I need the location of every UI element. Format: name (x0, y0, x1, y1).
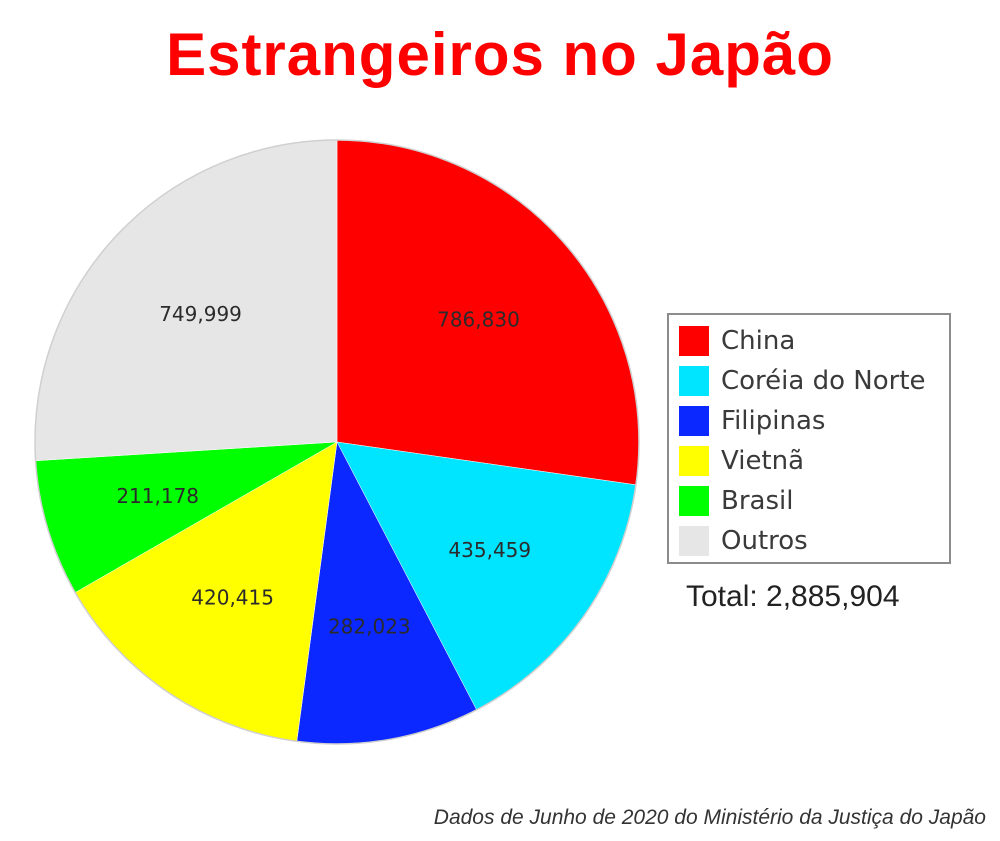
slice-label-filipinas: 282,023 (328, 614, 411, 638)
legend-swatch-brasil (679, 486, 709, 516)
legend-swatch-outros (679, 526, 709, 556)
legend-label-vietna: Vietnã (721, 446, 805, 476)
legend-item-brasil: Brasil (669, 481, 949, 521)
legend-swatch-vietna (679, 446, 709, 476)
slice-label-vietna: 420,415 (191, 585, 274, 609)
slice-label-brasil: 211,178 (116, 484, 199, 508)
legend-item-coreia-do-norte: Coréia do Norte (669, 361, 949, 401)
legend-label-china: China (721, 326, 796, 356)
legend: China Coréia do Norte Filipinas Vietnã B… (667, 313, 951, 564)
legend-item-outros: Outros (669, 521, 949, 561)
legend-item-vietna: Vietnã (669, 441, 949, 481)
total-label: Total: 2,885,904 (686, 580, 900, 613)
legend-swatch-coreia-do-norte (679, 366, 709, 396)
legend-label-outros: Outros (721, 526, 808, 556)
legend-label-coreia-do-norte: Coréia do Norte (721, 366, 926, 396)
slice-label-china: 786,830 (437, 307, 520, 331)
legend-swatch-filipinas (679, 406, 709, 436)
pie-slice-outros (34, 139, 338, 462)
chart-title: Estrangeiros no Japão (166, 21, 834, 88)
legend-label-brasil: Brasil (721, 486, 794, 516)
legend-swatch-china (679, 326, 709, 356)
source-note: Dados de Junho de 2020 do Ministério da … (433, 806, 986, 829)
slice-label-coreia-do-norte: 435,459 (448, 538, 531, 562)
legend-item-filipinas: Filipinas (669, 401, 949, 441)
slice-label-outros: 749,999 (159, 302, 242, 326)
pie-outline (34, 139, 640, 745)
legend-label-filipinas: Filipinas (721, 406, 826, 436)
legend-item-china: China (669, 321, 949, 361)
